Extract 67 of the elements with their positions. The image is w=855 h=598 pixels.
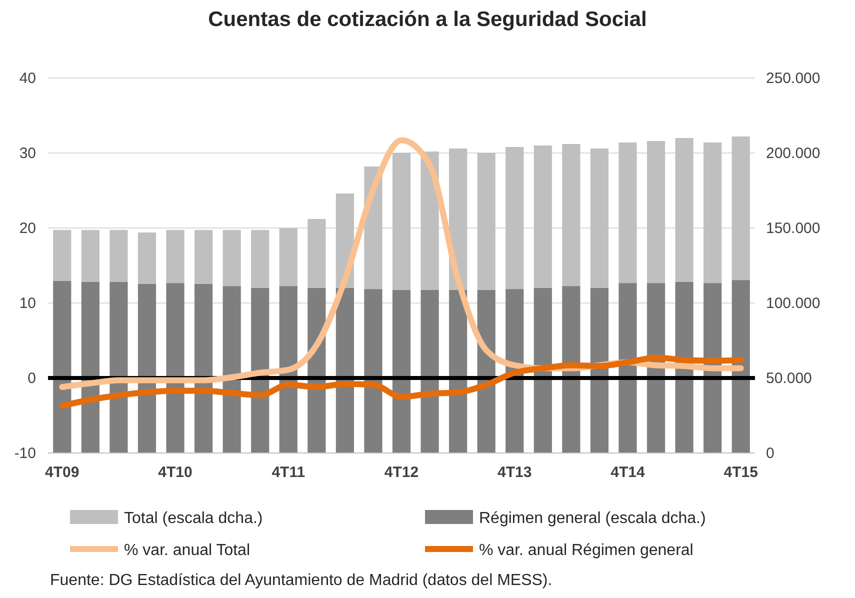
x-tick-label: 4T12 [384,464,419,481]
source-note: Fuente: DG Estadística del Ayuntamiento de Madrid (datos del MESS). [50,572,552,589]
bar [279,228,298,286]
y2-tick-label: 200.000 [766,145,820,162]
bar [81,230,100,282]
y-tick-label: 40 [19,70,36,87]
x-tick-label: 4T09 [45,464,80,481]
bar [477,153,496,290]
bar [336,288,354,453]
bar [308,219,326,288]
bar [618,283,637,453]
bar [732,136,750,280]
y2-tick-label: 250.000 [766,70,820,87]
bar [251,288,270,453]
y-tick-label: -10 [14,445,36,462]
y2-tick-label: 0 [766,445,774,462]
bar [222,230,241,286]
y2-tick-label: 150.000 [766,220,820,237]
bar [81,282,100,453]
bar [194,284,213,453]
legend-label: Régimen general (escala dcha.) [479,510,706,527]
y2-tick-label: 100.000 [766,295,820,312]
bar [392,290,411,453]
bar [166,283,184,453]
x-tick-label: 4T15 [724,464,758,481]
bar [562,144,580,286]
bar [53,280,72,453]
x-tick-label: 4T13 [498,464,532,481]
y-tick-label: 10 [19,295,36,312]
bar [194,230,213,284]
bar [110,230,128,282]
x-tick-label: 4T11 [272,464,306,481]
chart-title: Cuentas de cotización a la Seguridad Social [208,8,647,31]
bar [251,230,270,288]
x-tick-label: 4T14 [610,464,646,481]
bar [506,147,524,290]
bar [675,138,694,282]
bar [506,289,524,453]
y-tick-label: 30 [19,145,36,162]
bar [392,153,411,290]
bar [364,289,382,453]
bar [53,230,72,281]
bar [138,284,156,453]
y-tick-label: 20 [19,220,36,237]
legend-label: % var. anual Total [124,542,250,559]
bar [222,286,241,453]
bar [675,282,694,453]
bar [618,142,637,284]
y2-tick-label: 50.000 [766,370,812,387]
bar [590,148,609,288]
bar [110,282,128,453]
bar [534,288,552,453]
bar [590,288,609,453]
bar [138,232,156,284]
legend-label: % var. anual Régimen general [479,542,694,559]
bar [534,146,552,288]
bar [562,286,580,453]
bar [732,280,750,453]
legend-label: Total (escala dcha.) [124,510,263,527]
bar [166,230,184,284]
bar [646,283,666,453]
y-tick-label: 0 [28,370,36,387]
bar [646,141,666,284]
bar [704,142,722,284]
bar [420,290,439,453]
x-tick-label: 4T10 [158,464,192,481]
bar [704,283,722,453]
